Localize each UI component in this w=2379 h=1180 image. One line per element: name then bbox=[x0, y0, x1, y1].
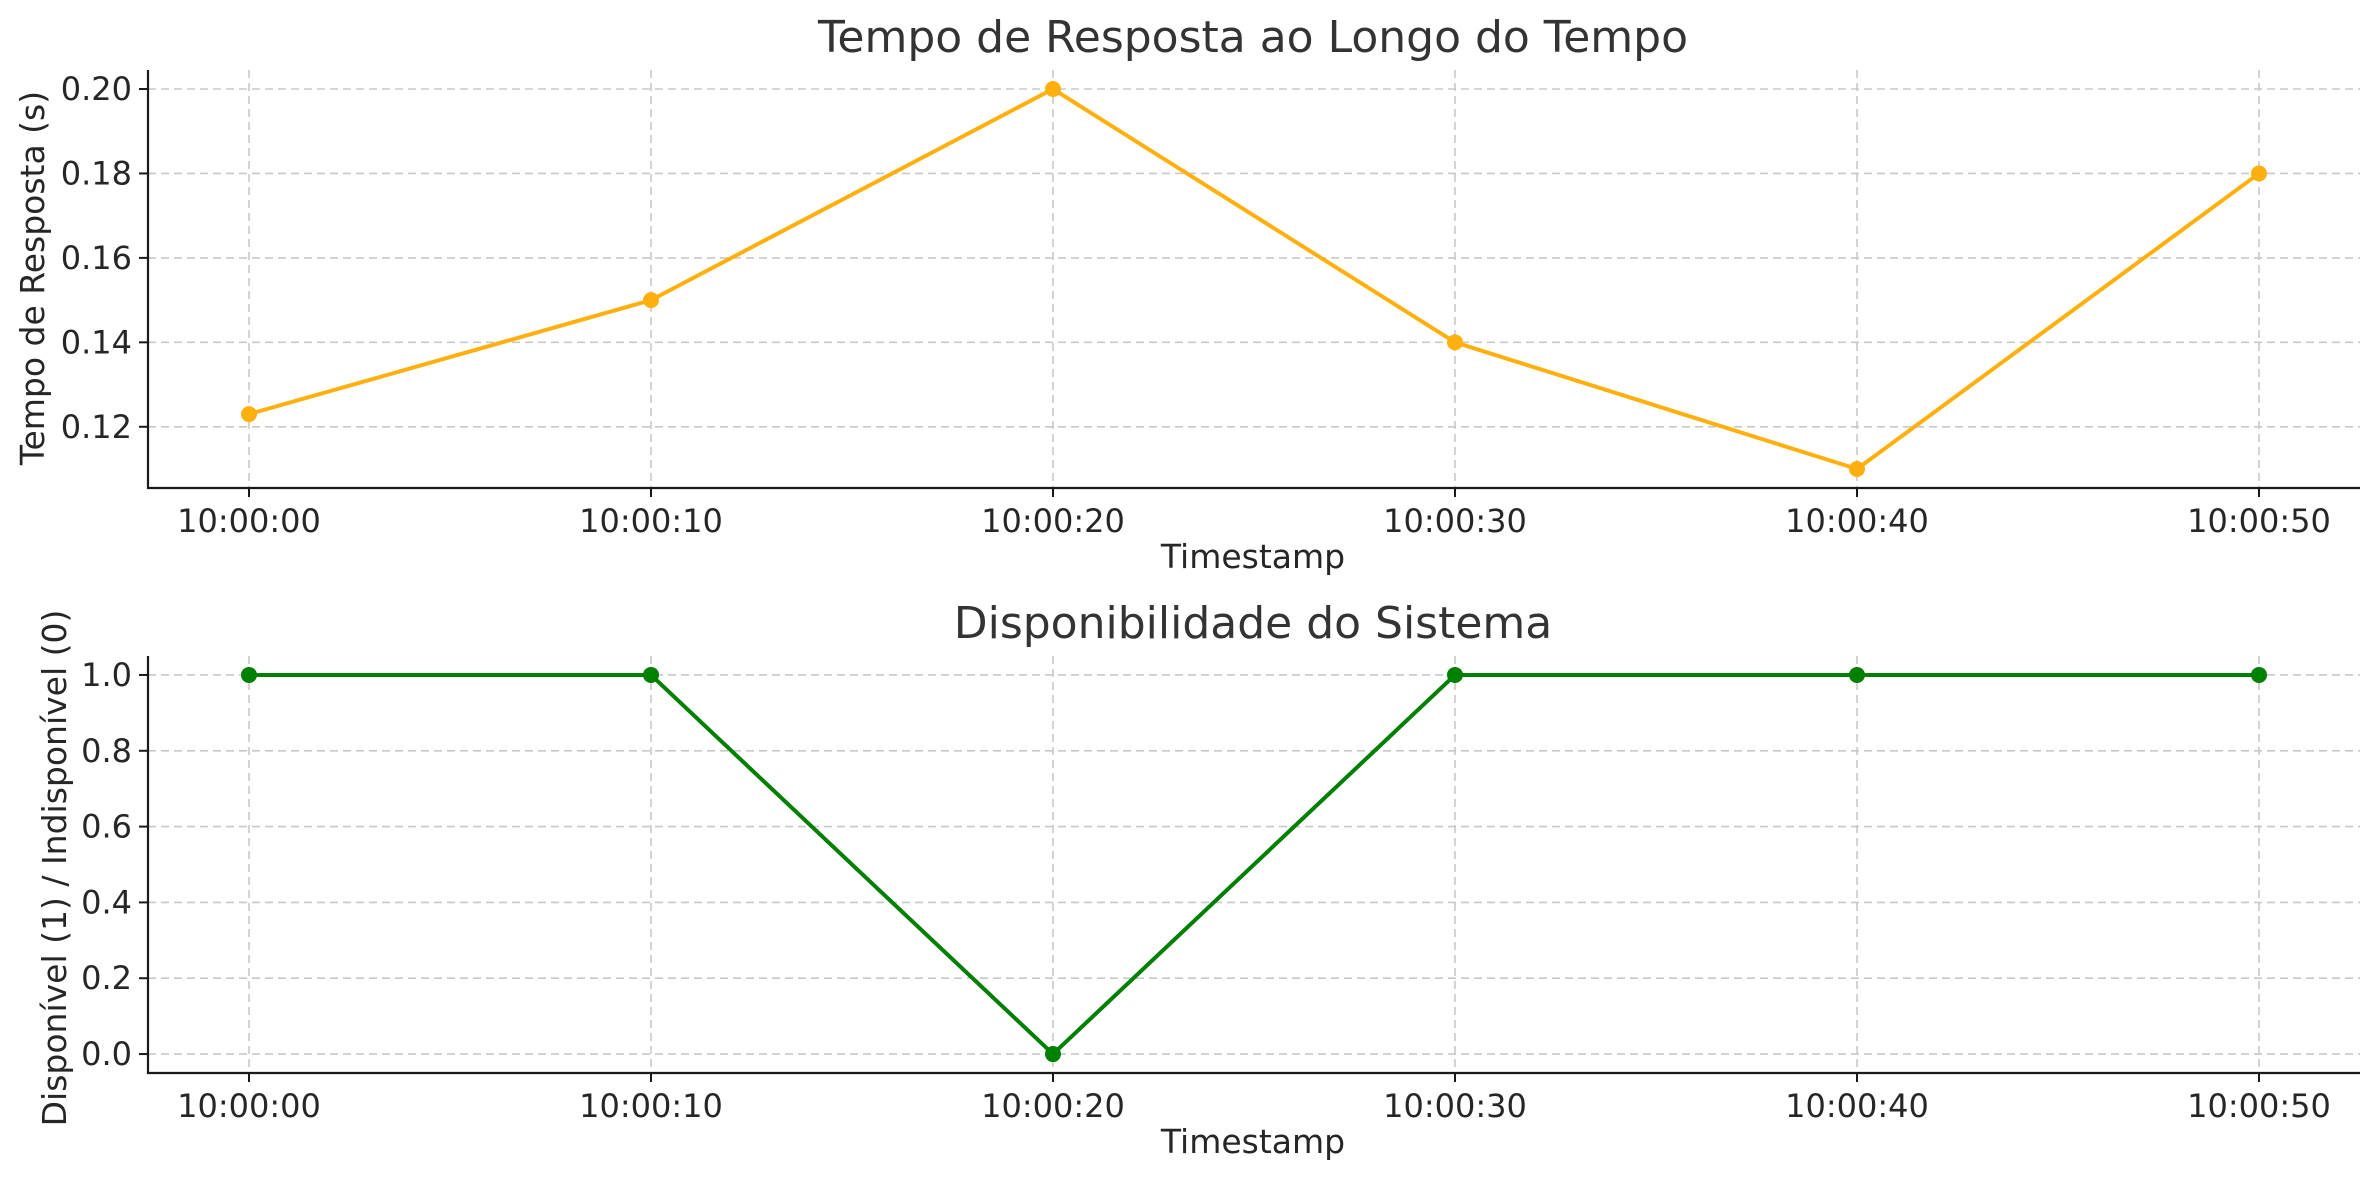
data-point bbox=[2251, 165, 2267, 182]
x-tick-label: 10:00:50 bbox=[2187, 1087, 2331, 1125]
y-ticks: 0.0 0.2 0.4 0.6 0.8 1.0 bbox=[81, 656, 148, 1073]
series-lines bbox=[249, 672, 2259, 1057]
x-tick-label: 10:00:40 bbox=[1785, 1087, 1929, 1125]
data-point bbox=[1447, 334, 1463, 351]
axes-spines bbox=[146, 656, 2360, 1075]
data-point bbox=[643, 666, 659, 683]
x-ticks: 10:00:00 10:00:10 10:00:20 10:00:30 10:00:40… bbox=[177, 488, 2331, 540]
x-tick-label: 10:00:20 bbox=[981, 502, 1125, 540]
y-axis-label: Tempo de Resposta (s) bbox=[13, 91, 52, 466]
y-tick-label: 0.2 bbox=[81, 959, 132, 997]
series-markers bbox=[241, 666, 2267, 1063]
y-tick-label: 0.6 bbox=[81, 808, 132, 846]
x-axis-label: Timestamp bbox=[1160, 1122, 1345, 1161]
x-tick-label: 10:00:50 bbox=[2187, 502, 2331, 540]
data-point bbox=[643, 292, 659, 309]
series-line bbox=[248, 87, 2261, 471]
y-tick-label: 0.0 bbox=[81, 1035, 132, 1073]
y-ticks: 0.12 0.14 0.16 0.18 0.20 bbox=[61, 70, 148, 446]
x-ticks: 10:00:00 10:00:10 10:00:20 10:00:30 10:00:40… bbox=[177, 1073, 2331, 1125]
series-line bbox=[249, 672, 2259, 1057]
x-tick-label: 10:00:20 bbox=[981, 1087, 1125, 1125]
response-time-chart: Tempo de Resposta ao Longo do Tempo Time… bbox=[13, 12, 2360, 576]
data-point bbox=[1045, 1046, 1061, 1063]
chart-title: Disponibilidade do Sistema bbox=[954, 598, 1553, 649]
x-tick-label: 10:00:10 bbox=[579, 1087, 723, 1125]
x-axis-label: Timestamp bbox=[1160, 537, 1345, 576]
y-tick-label: 0.12 bbox=[61, 408, 132, 446]
y-tick-label: 0.14 bbox=[61, 323, 132, 361]
y-tick-label: 0.4 bbox=[81, 883, 132, 921]
series-lines bbox=[248, 87, 2261, 471]
x-tick-label: 10:00:30 bbox=[1383, 502, 1527, 540]
x-tick-label: 10:00:00 bbox=[177, 1087, 321, 1125]
series-markers bbox=[241, 81, 2267, 477]
y-tick-label: 1.0 bbox=[81, 656, 132, 694]
data-point bbox=[1849, 666, 1865, 683]
x-tick-label: 10:00:40 bbox=[1785, 502, 1929, 540]
y-axis-label: Disponível (1) / Indisponível (0) bbox=[35, 610, 74, 1127]
x-tick-label: 10:00:00 bbox=[177, 502, 321, 540]
data-point bbox=[1045, 81, 1061, 97]
chart-title: Tempo de Resposta ao Longo do Tempo bbox=[817, 12, 1688, 63]
x-tick-label: 10:00:10 bbox=[579, 502, 723, 540]
axis-spine bbox=[146, 70, 2360, 490]
axis-spine bbox=[146, 656, 2360, 1075]
data-point bbox=[241, 406, 257, 423]
y-tick-label: 0.16 bbox=[61, 239, 132, 277]
x-tick-label: 10:00:30 bbox=[1383, 1087, 1527, 1125]
y-tick-label: 0.20 bbox=[61, 70, 132, 108]
y-tick-label: 0.18 bbox=[61, 154, 132, 192]
availability-chart: Disponibilidade do Sistema Timestamp Dis… bbox=[35, 598, 2360, 1161]
data-point bbox=[1447, 666, 1463, 683]
grid bbox=[148, 70, 2360, 488]
data-point bbox=[2251, 666, 2267, 683]
axes-spines bbox=[146, 70, 2360, 490]
data-point bbox=[1849, 461, 1865, 477]
data-point bbox=[241, 666, 257, 683]
y-tick-label: 0.8 bbox=[81, 732, 132, 770]
